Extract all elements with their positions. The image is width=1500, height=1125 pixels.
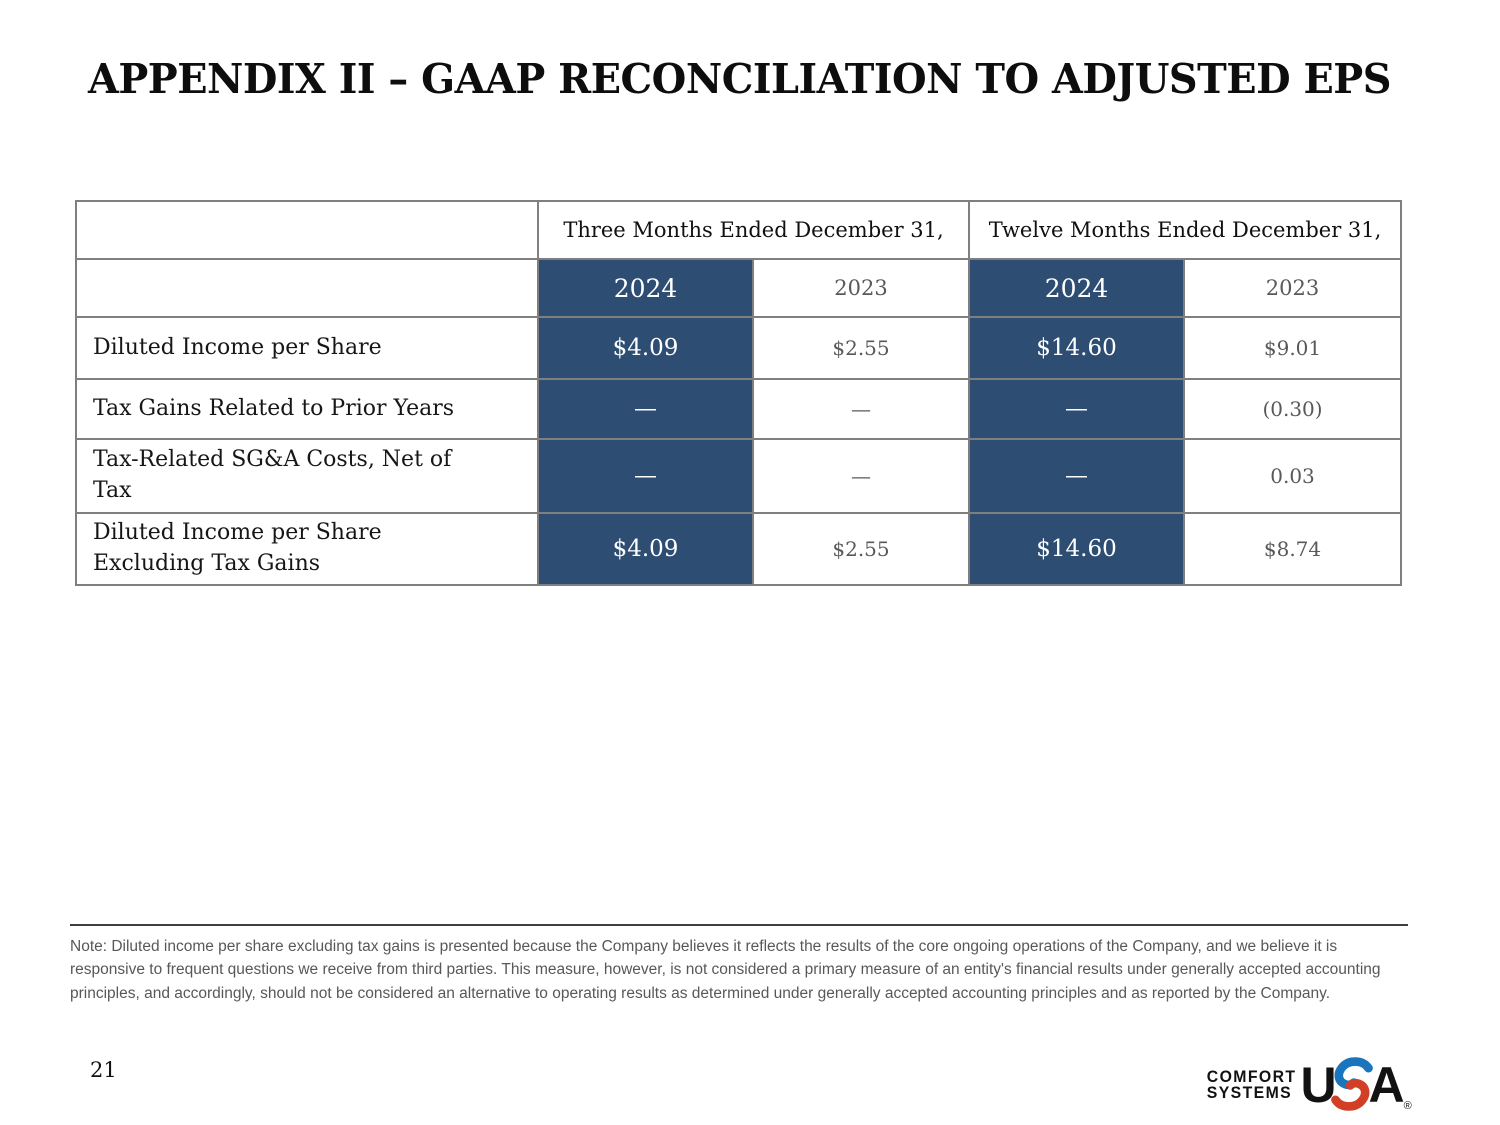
cell-value: — [968,438,1186,514]
cell-value: 0.03 [1183,438,1403,514]
footnote-text: Note: Diluted income per share excluding… [70,938,1381,1002]
cell-value: — [537,378,754,440]
footnote-block: Note: Diluted income per share excluding… [70,924,1408,1005]
cell-value: — [968,378,1186,440]
row-label: Diluted Income per Share [75,316,539,380]
table-row-column-groups: Three Months Ended December 31, Twelve M… [75,200,1403,260]
col-group-twelve-months: Twelve Months Ended December 31, [968,200,1403,260]
table-row-tax-gains: Tax Gains Related to Prior Years — — — (… [75,378,1403,440]
logo-usa: U A ® [1300,1057,1412,1113]
table-row-sga-costs: Tax-Related SG&A Costs, Net of Tax — — —… [75,438,1403,514]
cell-value: $8.74 [1183,512,1403,586]
cell-value: $14.60 [968,512,1186,586]
year-header-2023-three-months: 2023 [751,258,971,318]
table-row-year-headers: 2024 2023 2024 2023 [75,258,1403,318]
page-title: APPENDIX II – GAAP RECONCILIATION TO ADJ… [88,55,1391,103]
table-row-diluted-income: Diluted Income per Share $4.09 $2.55 $14… [75,316,1403,380]
logo-letter-u: U [1300,1057,1336,1113]
cell-value: — [751,378,971,440]
year-header-2024-twelve-months: 2024 [968,258,1186,318]
gaap-reconciliation-table: Three Months Ended December 31, Twelve M… [75,200,1403,586]
cell-value: $9.01 [1183,316,1403,380]
registered-trademark-icon: ® [1403,1100,1412,1112]
cell-value: $2.55 [751,512,971,586]
row-label: Tax-Related SG&A Costs, Net of Tax [75,438,539,514]
col-group-three-months: Three Months Ended December 31, [536,200,971,260]
table-row-diluted-income-excluding: Diluted Income per Share Excluding Tax G… [75,512,1403,586]
logo-word-comfort: COMFORT [1206,1067,1297,1086]
cell-value: — [537,438,754,514]
row-label: Diluted Income per Share Excluding Tax G… [75,512,539,586]
cell-value: $4.09 [537,316,754,380]
logo-s-swoosh-icon [1330,1057,1373,1111]
year-header-2023-twelve-months: 2023 [1183,258,1403,318]
table-corner-cell [75,258,539,318]
table-corner-cell [75,200,539,260]
row-label: Tax Gains Related to Prior Years [75,378,539,440]
cell-value: — [751,438,971,514]
logo-wordmark: COMFORT SYSTEMS [1206,1067,1297,1102]
comfort-systems-usa-logo: COMFORT SYSTEMS U A ® [1200,1057,1412,1113]
year-header-2024-three-months: 2024 [537,258,754,318]
cell-value: $4.09 [537,512,754,586]
page-number: 21 [90,1058,117,1082]
logo-letter-a: A [1368,1057,1405,1113]
logo-word-systems: SYSTEMS [1206,1083,1293,1102]
cell-value: $2.55 [751,316,971,380]
cell-value: (0.30) [1183,378,1403,440]
cell-value: $14.60 [968,316,1186,380]
